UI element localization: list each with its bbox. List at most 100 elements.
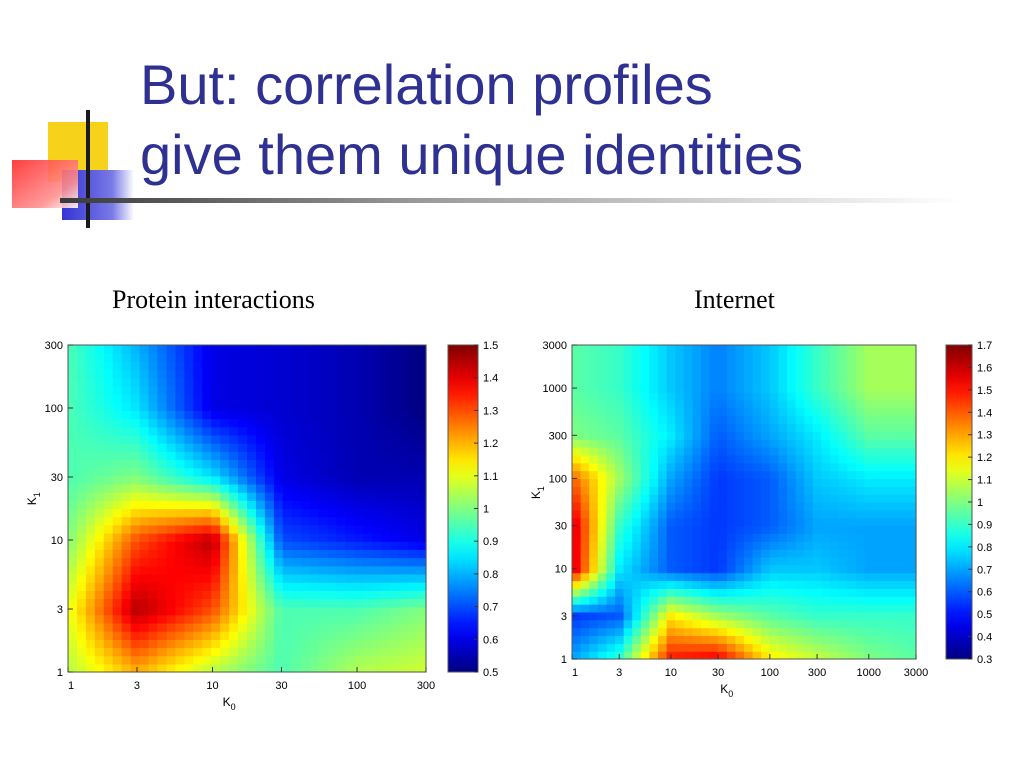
heatmap-cell <box>623 588 633 597</box>
heatmap-cell <box>211 483 221 493</box>
heatmap-cell <box>675 596 685 605</box>
heatmap-cell <box>580 345 590 354</box>
heatmap-cell <box>709 470 719 480</box>
heatmap-cell <box>193 443 203 452</box>
heatmap-cell <box>417 443 427 452</box>
heatmap-cell <box>821 627 831 637</box>
heatmap-cell <box>399 647 409 657</box>
heatmap-cell <box>68 631 78 640</box>
heatmap-cell <box>139 451 150 461</box>
heatmap-cell <box>769 651 779 660</box>
heatmap-cell <box>701 352 711 362</box>
heatmap-cell <box>381 426 391 436</box>
heatmap-cell <box>157 655 168 665</box>
heatmap-cell <box>735 447 745 456</box>
heatmap-cell <box>744 360 754 370</box>
heatmap-cell <box>640 470 650 480</box>
heatmap-cell <box>94 361 105 371</box>
heatmap-cell <box>898 580 908 589</box>
heatmap-cell <box>85 655 96 665</box>
heatmap-cell <box>336 467 347 477</box>
heatmap-cell <box>804 502 814 511</box>
heatmap-cell <box>94 459 105 469</box>
heatmap-cell <box>399 639 409 649</box>
heatmap-cell <box>718 352 728 362</box>
heatmap-cell <box>309 655 320 665</box>
heatmap-cell <box>184 598 194 608</box>
heatmap-cell <box>873 423 883 432</box>
heatmap-cell <box>300 557 311 567</box>
heatmap-cell <box>726 415 736 425</box>
heatmap-cell <box>623 399 633 409</box>
heatmap-cell <box>898 360 908 370</box>
heatmap-cell <box>812 478 822 487</box>
heatmap-cell <box>76 639 87 649</box>
heatmap-cell <box>300 614 311 624</box>
heatmap-cell <box>309 647 320 657</box>
heatmap-cell <box>175 639 185 649</box>
colorbar-tick-label: 0.6 <box>483 634 498 646</box>
heatmap-cell <box>572 525 582 534</box>
heatmap-cell <box>812 596 822 605</box>
heatmap-cell <box>363 639 373 649</box>
heatmap-cell <box>300 541 311 550</box>
heatmap-cell <box>139 369 150 379</box>
heatmap-cell <box>238 451 248 461</box>
heatmap-cell <box>812 431 822 440</box>
heatmap-cell <box>372 418 382 428</box>
heatmap-cell <box>247 369 257 379</box>
heatmap-cell <box>752 556 762 566</box>
heatmap-cell <box>890 572 900 582</box>
heatmap-cell <box>649 423 659 432</box>
heatmap-cell <box>336 606 347 616</box>
heatmap-cell <box>264 500 275 510</box>
heatmap-cell <box>318 557 329 567</box>
heatmap-cell <box>701 423 711 432</box>
heatmap-cell <box>640 486 650 495</box>
heatmap-cell <box>372 410 382 420</box>
heatmap-cell <box>769 580 779 589</box>
heatmap-cell <box>804 541 814 550</box>
heatmap-cell <box>752 509 762 519</box>
heatmap-cell <box>264 345 275 354</box>
heatmap-cell <box>855 533 865 542</box>
heatmap-cell <box>795 352 805 362</box>
heatmap-cell <box>229 573 239 583</box>
heatmap-cell <box>381 467 391 477</box>
heatmap-cell <box>795 360 805 370</box>
heatmap-cell <box>229 451 239 461</box>
heatmap-cell <box>572 470 582 480</box>
heatmap-cell <box>247 573 257 583</box>
heatmap-cell <box>211 361 221 371</box>
heatmap-cell <box>778 407 788 417</box>
heatmap-cell <box>726 596 736 605</box>
heatmap-cell <box>580 399 590 409</box>
heatmap-cell <box>830 549 840 558</box>
heatmap-cell <box>881 556 891 566</box>
heatmap-cell <box>847 368 857 377</box>
heatmap-cell <box>273 598 284 608</box>
heatmap-cell <box>354 459 364 469</box>
colorbar-tick-label: 1.5 <box>977 385 992 397</box>
heatmap-cell <box>300 492 311 501</box>
heatmap-cell <box>606 564 616 574</box>
heatmap-cell <box>148 549 159 559</box>
heatmap-cell <box>121 361 132 371</box>
heatmap-cell <box>640 596 650 605</box>
heatmap-cell <box>658 368 668 377</box>
heatmap-cell <box>778 376 788 385</box>
heatmap-cell <box>864 525 874 534</box>
heatmap-cell <box>683 368 693 377</box>
heatmap-cell <box>184 631 194 640</box>
heatmap-cell <box>855 556 865 566</box>
heatmap-cell <box>726 399 736 409</box>
heatmap-cell <box>649 619 659 629</box>
heatmap-cell <box>327 663 338 673</box>
heatmap-cell <box>615 604 625 613</box>
heatmap-cell <box>85 361 96 371</box>
heatmap-cell <box>589 604 599 613</box>
heatmap-cell <box>744 564 754 574</box>
heatmap-cell <box>821 580 831 589</box>
heatmap-cell <box>363 483 373 493</box>
heatmap-cell <box>121 631 132 640</box>
